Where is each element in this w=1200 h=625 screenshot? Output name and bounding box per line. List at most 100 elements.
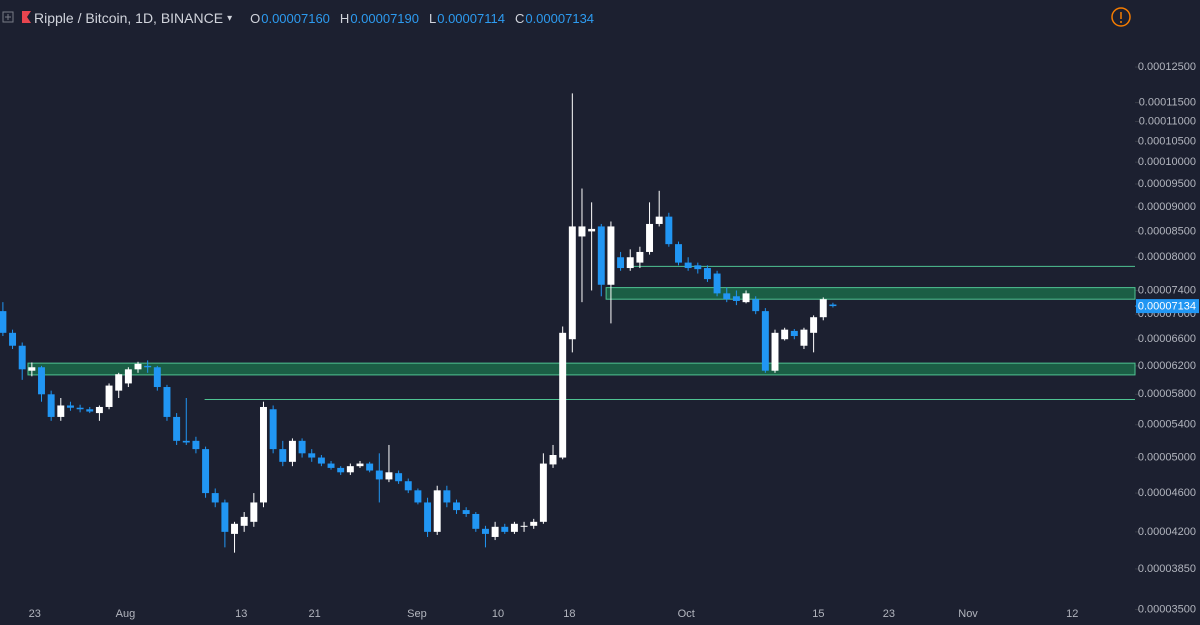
candle-body	[163, 387, 171, 417]
candle-body	[66, 405, 74, 408]
candle-body	[134, 363, 142, 370]
candle-body	[771, 332, 779, 371]
candle-body	[86, 409, 94, 412]
candle-body	[559, 332, 567, 458]
ohlc-label: L	[429, 10, 437, 26]
ohlc-label: C	[514, 10, 525, 26]
candle-body	[568, 226, 576, 340]
candle-body	[626, 257, 634, 269]
candle-body	[279, 449, 287, 462]
x-tick-label: 23	[29, 608, 41, 620]
y-tick-label: 0.00012500	[1138, 61, 1196, 73]
x-tick-label: Aug	[116, 608, 136, 620]
y-tick-label: 0.00010000	[1138, 156, 1196, 168]
y-tick-label: 0.00009000	[1138, 201, 1196, 213]
candle-body	[366, 463, 374, 471]
candle-body	[18, 345, 26, 370]
candle-body	[732, 296, 740, 301]
candle-body	[481, 528, 489, 534]
candle-body	[240, 516, 248, 526]
candle-body	[124, 369, 132, 384]
last-price-badge	[1136, 299, 1199, 314]
candle-body	[202, 449, 210, 494]
candle-body	[781, 329, 789, 340]
ohlc-value: 0.00007160	[261, 10, 330, 26]
candle-body	[665, 216, 673, 245]
candle-body	[0, 311, 7, 333]
alert-icon[interactable]	[1111, 7, 1131, 27]
y-tick-label: 0.00006200	[1138, 360, 1196, 372]
x-tick-label: 10	[492, 608, 504, 620]
candle-body	[810, 317, 818, 333]
candle-body	[260, 406, 267, 503]
candle-body	[472, 513, 480, 529]
candle-body	[520, 525, 528, 527]
ohlc-value: 0.00007134	[525, 10, 595, 26]
x-tick-label: 23	[883, 608, 895, 620]
y-tick-label: 0.00005000	[1138, 451, 1196, 463]
candle-body	[356, 463, 364, 467]
candle-body	[424, 502, 432, 532]
y-tick-label: 0.00008500	[1138, 225, 1196, 237]
candle-body	[790, 330, 798, 337]
candle-body	[57, 405, 65, 417]
alert-icon-dot	[1120, 21, 1122, 23]
ohlc-label: O	[250, 10, 261, 26]
candle-body	[308, 453, 316, 458]
candle-body	[433, 490, 441, 532]
candle-body	[28, 367, 36, 371]
candle-body	[761, 311, 769, 371]
candle-body	[9, 332, 17, 346]
expand-icon[interactable]	[2, 11, 14, 23]
dropdown-caret[interactable]: ▾	[227, 12, 233, 24]
header-icons	[2, 11, 31, 23]
symbol-title[interactable]: Ripple / Bitcoin, 1D, BINANCE	[34, 10, 224, 26]
candle-body	[337, 467, 345, 473]
candle-body	[530, 521, 538, 526]
candle-body	[317, 457, 325, 464]
candle-body	[655, 216, 663, 224]
zone	[27, 362, 1136, 376]
candle-body	[501, 526, 509, 532]
x-tick-label: 21	[309, 608, 321, 620]
symbol-icon	[22, 11, 31, 23]
y-tick-label: 0.00004200	[1138, 526, 1196, 538]
x-tick-label: 18	[563, 608, 575, 620]
candle-body	[829, 304, 837, 307]
candle-body	[636, 251, 644, 263]
candle-body	[250, 502, 258, 522]
candle-body	[752, 299, 760, 312]
y-tick-label: 0.00011500	[1139, 96, 1196, 108]
candle-body	[703, 268, 711, 280]
x-tick-label: Nov	[958, 608, 978, 620]
candle-body	[597, 226, 605, 285]
candle-body	[404, 481, 412, 491]
y-tick-label: 0.00011000	[1139, 115, 1196, 127]
ohlc-value: 0.00007114	[437, 10, 505, 26]
x-tick-label: Oct	[678, 608, 695, 620]
candle-body	[462, 510, 470, 514]
candle-body	[819, 299, 827, 318]
y-tick-label: 0.00010500	[1138, 135, 1196, 147]
y-tick-label: 0.00007400	[1138, 284, 1196, 296]
candle-body	[646, 223, 654, 252]
ohlc-label: H	[339, 10, 350, 26]
candle-body	[510, 523, 518, 532]
x-tick-label: 13	[235, 608, 247, 620]
y-tick-label: 0.00006600	[1138, 333, 1196, 345]
candle-body	[105, 385, 113, 407]
candle-body	[675, 244, 682, 263]
candle-body	[588, 228, 596, 232]
candle-body	[211, 493, 219, 503]
candle-body	[182, 440, 190, 443]
candle-body	[173, 416, 181, 441]
y-tick-label: 0.00008000	[1138, 251, 1196, 263]
candle-body	[723, 293, 731, 300]
candle-body	[694, 265, 702, 270]
candle-body	[221, 502, 229, 532]
candle-body	[38, 367, 45, 395]
candle-body	[375, 470, 383, 480]
candle-body	[346, 466, 354, 473]
candle-body	[327, 463, 335, 468]
